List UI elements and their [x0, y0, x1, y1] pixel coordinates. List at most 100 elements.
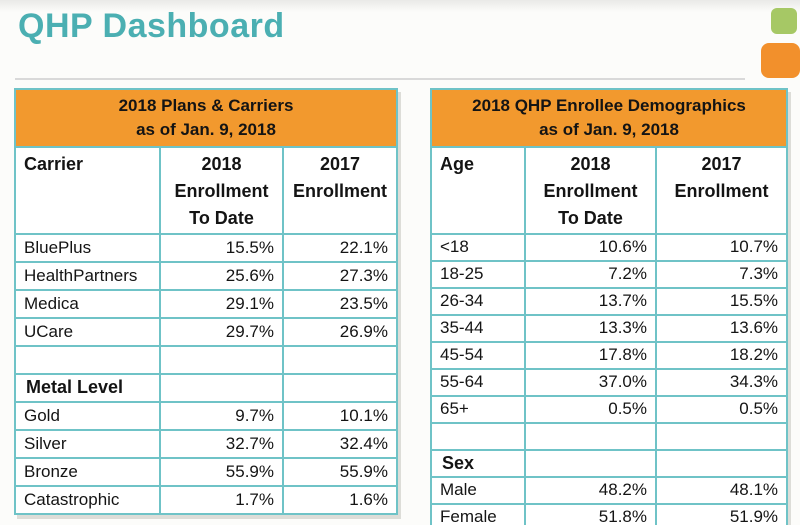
demographics-column-header-row: Age 2018 Enrollment To Date 2017 Enrollm…: [430, 145, 789, 235]
table-row: Catastrophic 1.7% 1.6%: [14, 484, 398, 515]
enrollment-2018-cell: 48.2%: [524, 475, 657, 505]
enrollment-2017-cell: 27.3%: [282, 260, 398, 291]
enrollment-2018-cell: 37.0%: [524, 367, 657, 397]
empty-cell: [159, 344, 284, 375]
empty-cell: [654, 448, 789, 478]
table-row: 65+ 0.5% 0.5%: [430, 394, 789, 424]
table-row: <18 10.6% 10.7%: [430, 232, 789, 262]
enrollment-2018-cell: 13.7%: [524, 286, 657, 316]
empty-cell: [654, 421, 789, 451]
title-divider: [15, 78, 745, 80]
enrollee-demographics-table: 2018 QHP Enrollee Demographics as of Jan…: [429, 88, 789, 525]
demographics-table-title-row: 2018 QHP Enrollee Demographics as of Jan…: [429, 88, 789, 148]
empty-cell: [524, 448, 657, 478]
plans-col-2018-enrollment: 2018 Enrollment To Date: [159, 145, 284, 235]
empty-cell: [524, 421, 657, 451]
enrollment-2017-cell: 10.7%: [654, 232, 789, 262]
carrier-name-cell: HealthPartners: [14, 260, 161, 291]
spacer-row: [14, 344, 398, 375]
enrollment-2018-cell: 0.5%: [524, 394, 657, 424]
metal-level-cell: Catastrophic: [14, 484, 161, 515]
section-header-row: Sex: [430, 448, 789, 478]
table-row: Silver 32.7% 32.4%: [14, 428, 398, 459]
demographics-table-title-line2: as of Jan. 9, 2018: [539, 119, 679, 139]
plans-table-title: 2018 Plans & Carriers as of Jan. 9, 2018: [14, 88, 398, 148]
enrollment-2017-cell: 23.5%: [282, 288, 398, 319]
green-square-decoration: [771, 8, 797, 34]
enrollment-2018-cell: 10.6%: [524, 232, 657, 262]
carrier-name-cell: UCare: [14, 316, 161, 347]
enrollment-2018-cell: 32.7%: [159, 428, 284, 459]
enrollment-2017-cell: 51.9%: [654, 502, 789, 525]
plans-column-header-row: Carrier 2018 Enrollment To Date 2017 Enr…: [14, 145, 398, 235]
table-row: 35-44 13.3% 13.6%: [430, 313, 789, 343]
metal-level-cell: Gold: [14, 400, 161, 431]
section-header-row: Metal Level: [14, 372, 398, 403]
enrollment-2018-cell: 13.3%: [524, 313, 657, 343]
table-row: HealthPartners 25.6% 27.3%: [14, 260, 398, 291]
enrollment-2018-cell: 7.2%: [524, 259, 657, 289]
table-row: 26-34 13.7% 15.5%: [430, 286, 789, 316]
age-group-cell: 65+: [430, 394, 526, 424]
age-group-cell: 55-64: [430, 367, 526, 397]
age-group-cell: 45-54: [430, 340, 526, 370]
empty-cell: [159, 372, 284, 403]
section-label-cell: Sex: [430, 448, 526, 478]
plans-carriers-table: 2018 Plans & Carriers as of Jan. 9, 2018…: [14, 88, 398, 515]
table-row: BluePlus 15.5% 22.1%: [14, 232, 398, 263]
empty-cell: [14, 344, 161, 375]
enrollment-2017-cell: 34.3%: [654, 367, 789, 397]
enrollment-2017-cell: 15.5%: [654, 286, 789, 316]
empty-cell: [282, 344, 398, 375]
enrollment-2017-cell: 18.2%: [654, 340, 789, 370]
plans-table-title-row: 2018 Plans & Carriers as of Jan. 9, 2018: [14, 88, 398, 148]
metal-level-cell: Bronze: [14, 456, 161, 487]
age-group-cell: 26-34: [430, 286, 526, 316]
table-row: Medica 29.1% 23.5%: [14, 288, 398, 319]
enrollment-2018-cell: 29.1%: [159, 288, 284, 319]
carrier-name-cell: BluePlus: [14, 232, 161, 263]
demographics-table-title-line1: 2018 QHP Enrollee Demographics: [472, 96, 746, 115]
demographics-table-title: 2018 QHP Enrollee Demographics as of Jan…: [429, 88, 789, 148]
orange-square-decoration: [761, 43, 800, 78]
enrollment-2017-cell: 55.9%: [282, 456, 398, 487]
section-label-cell: Metal Level: [14, 372, 161, 403]
table-row: Female 51.8% 51.9%: [430, 502, 789, 525]
table-row: 55-64 37.0% 34.3%: [430, 367, 789, 397]
age-group-cell: 18-25: [430, 259, 526, 289]
demographics-col-2017-enrollment: 2017 Enrollment: [654, 145, 789, 235]
metal-level-cell: Silver: [14, 428, 161, 459]
enrollment-2017-cell: 7.3%: [654, 259, 789, 289]
enrollment-2018-cell: 55.9%: [159, 456, 284, 487]
table-row: Bronze 55.9% 55.9%: [14, 456, 398, 487]
demographics-col-2018-enrollment: 2018 Enrollment To Date: [524, 145, 657, 235]
sex-cell: Female: [430, 502, 526, 525]
age-group-cell: 35-44: [430, 313, 526, 343]
carrier-name-cell: Medica: [14, 288, 161, 319]
table-row: Male 48.2% 48.1%: [430, 475, 789, 505]
top-fade-decoration: [0, 0, 800, 12]
enrollment-2017-cell: 10.1%: [282, 400, 398, 431]
enrollment-2018-cell: 9.7%: [159, 400, 284, 431]
enrollment-2017-cell: 48.1%: [654, 475, 789, 505]
enrollment-2017-cell: 1.6%: [282, 484, 398, 515]
plans-col-carrier: Carrier: [14, 145, 161, 235]
demographics-col-age: Age: [430, 145, 526, 235]
plans-table-title-line1: 2018 Plans & Carriers: [118, 96, 294, 115]
sex-cell: Male: [430, 475, 526, 505]
plans-col-2017-enrollment: 2017 Enrollment: [282, 145, 398, 235]
empty-cell: [282, 372, 398, 403]
enrollment-2018-cell: 29.7%: [159, 316, 284, 347]
enrollment-2018-cell: 17.8%: [524, 340, 657, 370]
page-title: QHP Dashboard: [18, 7, 285, 45]
enrollment-2018-cell: 51.8%: [524, 502, 657, 525]
enrollment-2017-cell: 22.1%: [282, 232, 398, 263]
spacer-row: [430, 421, 789, 451]
table-row: 18-25 7.2% 7.3%: [430, 259, 789, 289]
enrollment-2017-cell: 32.4%: [282, 428, 398, 459]
enrollment-2018-cell: 15.5%: [159, 232, 284, 263]
enrollment-2017-cell: 26.9%: [282, 316, 398, 347]
plans-table-title-line2: as of Jan. 9, 2018: [136, 119, 276, 139]
age-group-cell: <18: [430, 232, 526, 262]
